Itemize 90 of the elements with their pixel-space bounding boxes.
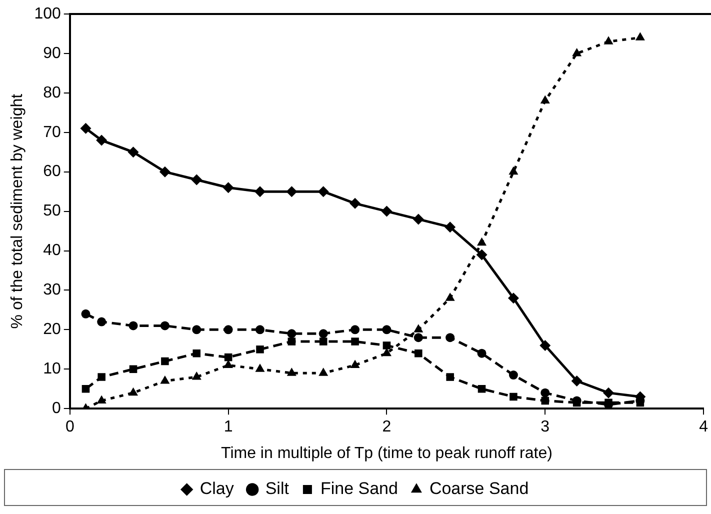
- point: [192, 372, 202, 380]
- point: [351, 338, 359, 346]
- point: [254, 186, 266, 198]
- point: [287, 329, 296, 338]
- point: [414, 349, 422, 358]
- point: [318, 329, 328, 338]
- point: [572, 48, 582, 56]
- point: [541, 396, 550, 405]
- y-tick-label: 60: [43, 163, 61, 180]
- point: [603, 387, 614, 398]
- point: [635, 32, 645, 40]
- point: [318, 368, 328, 376]
- point: [255, 364, 265, 372]
- point: [286, 368, 296, 376]
- point: [286, 186, 298, 198]
- point: [97, 317, 106, 326]
- point: [382, 348, 392, 356]
- point: [81, 309, 90, 318]
- x-tick-label: 3: [540, 418, 550, 436]
- point: [446, 333, 455, 342]
- point: [445, 292, 455, 301]
- point: [192, 325, 202, 334]
- point: [98, 373, 106, 381]
- y-tick-label: 50: [43, 202, 61, 220]
- point: [476, 249, 488, 260]
- legend-label: Silt: [265, 479, 290, 498]
- y-tick-label: 30: [43, 282, 61, 299]
- point: [446, 373, 454, 381]
- y-axis-title: % of the total sediment by weight: [9, 93, 26, 329]
- point: [128, 321, 138, 330]
- y-tick-label: 40: [43, 242, 61, 260]
- point: [129, 365, 138, 374]
- point: [350, 325, 360, 334]
- point: [96, 134, 108, 146]
- point: [350, 360, 360, 368]
- point: [288, 338, 296, 346]
- point: [255, 325, 264, 334]
- x-tick-label: 4: [699, 418, 708, 436]
- point: [477, 348, 486, 358]
- y-tick-label: 90: [43, 44, 61, 62]
- point: [381, 206, 392, 217]
- point: [604, 36, 614, 44]
- point: [510, 392, 518, 401]
- point: [319, 338, 328, 346]
- point: [224, 360, 234, 368]
- point: [80, 122, 92, 134]
- point: [414, 324, 424, 332]
- point: [540, 388, 550, 398]
- point: [128, 387, 138, 396]
- x-tick-label: 0: [65, 418, 74, 436]
- y-tick-label: 100: [34, 5, 61, 22]
- point: [508, 166, 518, 175]
- point: [540, 95, 550, 104]
- point: [508, 292, 519, 304]
- point: [160, 375, 170, 384]
- point: [222, 182, 234, 194]
- point: [128, 146, 139, 158]
- y-tick-label: 80: [43, 84, 61, 102]
- y-tick-label: 0: [52, 400, 61, 418]
- point: [478, 384, 486, 393]
- point: [414, 333, 423, 342]
- point: [350, 198, 361, 209]
- point: [382, 342, 391, 350]
- point: [224, 353, 232, 362]
- point: [224, 325, 233, 334]
- point: [444, 222, 456, 233]
- legend-label: Coarse Sand: [429, 479, 529, 498]
- point: [159, 166, 170, 178]
- y-tick-label: 70: [43, 124, 61, 141]
- point: [192, 349, 201, 358]
- legend-label: Clay: [200, 479, 234, 498]
- x-tick-label: 2: [382, 418, 392, 436]
- point: [161, 357, 169, 366]
- point: [382, 325, 392, 334]
- point: [477, 237, 487, 246]
- point: [82, 384, 90, 393]
- point: [571, 375, 582, 386]
- y-tick-label: 10: [43, 360, 61, 378]
- x-axis-title: Time in multiple of Tp (time to peak runoff rate): [221, 444, 552, 462]
- y-tick-label: 20: [43, 321, 61, 338]
- point: [160, 321, 170, 330]
- point: [540, 340, 551, 351]
- point: [256, 346, 264, 354]
- point: [191, 174, 202, 186]
- point: [318, 186, 329, 198]
- x-tick-label: 1: [224, 418, 233, 436]
- point: [508, 370, 518, 380]
- point: [412, 214, 424, 225]
- legend-label: Fine Sand: [320, 479, 398, 498]
- point: [96, 395, 106, 404]
